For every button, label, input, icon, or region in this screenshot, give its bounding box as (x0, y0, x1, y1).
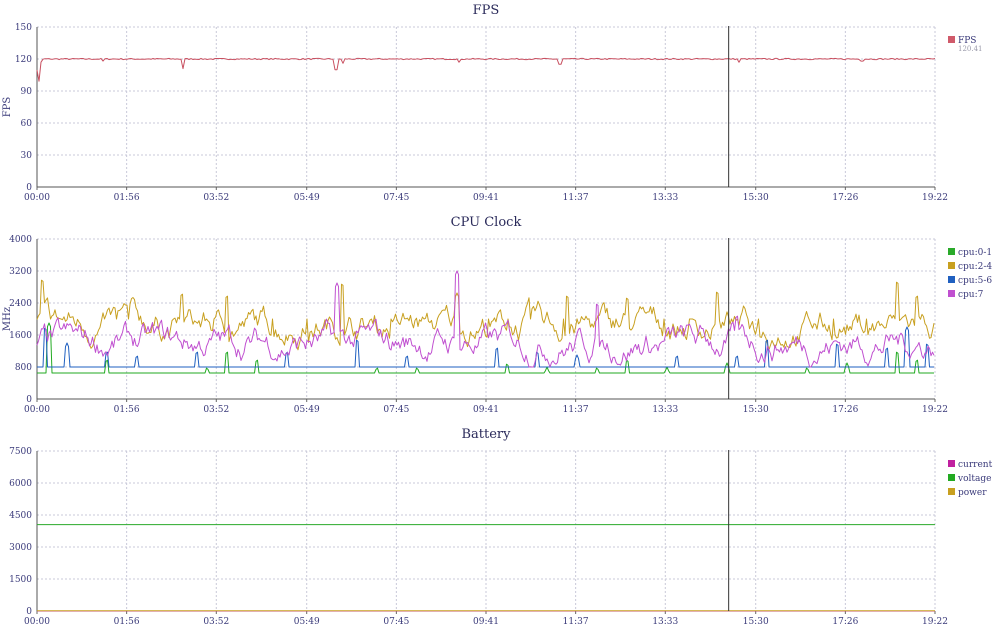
x-tick-label: 19:22 (922, 193, 948, 203)
legend-label: cpu:2-4 (958, 262, 992, 272)
x-tick-label: 07:45 (383, 617, 409, 627)
legend-value: 120.41 (958, 45, 983, 53)
x-tick-label: 00:00 (24, 405, 50, 415)
y-axis-label: FPS (2, 97, 13, 118)
y-tick-label: 60 (21, 119, 33, 129)
chart-fps: FPS 0 30 60 90 120 150 00:00 01:56 03:52 05:49 07:4… (2, 3, 983, 203)
x-tick-label: 19:22 (922, 617, 948, 627)
x-tick-label: 07:45 (383, 193, 409, 203)
x-tick-label: 03:52 (203, 617, 229, 627)
y-tick-label: 3000 (9, 543, 32, 553)
chart-title: FPS (473, 3, 500, 18)
y-tick-label: 7500 (9, 447, 32, 457)
legend-swatch (948, 248, 955, 255)
legend-label: FPS (958, 36, 976, 46)
x-tick-label: 13:33 (652, 405, 678, 415)
legend-label: current (958, 460, 993, 470)
y-tick-label: 1500 (9, 575, 32, 585)
x-tick-label: 05:49 (294, 405, 320, 415)
series-line-cpu-5-6 (37, 326, 934, 368)
y-tick-label: 0 (26, 183, 32, 193)
y-axis-label: MHz (2, 307, 13, 331)
y-tick-label: 30 (21, 151, 33, 161)
x-tick-label: 11:37 (563, 617, 589, 627)
series-line-cpu-7 (36, 270, 935, 368)
legend-swatch (948, 474, 955, 481)
x-tick-label: 13:33 (652, 193, 678, 203)
y-tick-label: 4000 (9, 235, 32, 245)
x-tick-label: 15:30 (743, 405, 769, 415)
legend-swatch (948, 262, 955, 269)
x-tick-label: 01:56 (114, 193, 140, 203)
y-tick-label: 150 (15, 23, 32, 33)
legend-label: cpu:5-6 (958, 276, 992, 286)
x-tick-label: 15:30 (743, 193, 769, 203)
legend-swatch (948, 276, 955, 283)
x-tick-label: 11:37 (563, 193, 589, 203)
legend-swatch (948, 460, 955, 467)
chart-battery: Battery 0 1500 3000 4500 6000 7500 00:00 01:56 03… (9, 427, 992, 627)
x-tick-label: 09:41 (473, 193, 499, 203)
x-tick-label: 07:45 (383, 405, 409, 415)
y-tick-label: 0 (26, 395, 32, 405)
series-line-cpu-0-1 (37, 322, 934, 374)
chart-title: Battery (461, 427, 511, 442)
x-tick-label: 09:41 (473, 405, 499, 415)
x-tick-label: 17:26 (832, 193, 858, 203)
x-tick-label: 17:26 (832, 617, 858, 627)
x-tick-label: 09:41 (473, 617, 499, 627)
legend-swatch (948, 290, 955, 297)
y-tick-label: 2400 (9, 299, 32, 309)
x-tick-label: 19:22 (922, 405, 948, 415)
y-tick-label: 1600 (9, 331, 32, 341)
chart-title: CPU Clock (451, 215, 522, 230)
legend-label: voltage (957, 474, 991, 484)
x-tick-label: 00:00 (24, 193, 50, 203)
series-line-cpu-2-4 (36, 279, 935, 351)
x-tick-label: 05:49 (294, 617, 320, 627)
x-tick-label: 13:33 (652, 617, 678, 627)
legend-label: cpu:0-1 (958, 248, 992, 258)
x-tick-label: 03:52 (203, 405, 229, 415)
x-tick-label: 01:56 (114, 617, 140, 627)
y-tick-label: 6000 (9, 479, 32, 489)
legend-label: power (958, 488, 987, 498)
y-tick-label: 3200 (9, 267, 32, 277)
legend-swatch (948, 36, 955, 43)
chart-cpu-clock: CPU Clock 0 800 1600 2400 3200 4000 00:00 01:56 0… (2, 215, 992, 415)
x-tick-label: 03:52 (203, 193, 229, 203)
legend-swatch (948, 488, 955, 495)
x-tick-label: 05:49 (294, 193, 320, 203)
y-tick-label: 90 (21, 87, 33, 97)
x-tick-label: 15:30 (743, 617, 769, 627)
series-line-fps (36, 57, 936, 82)
y-tick-label: 120 (15, 55, 32, 65)
x-tick-label: 17:26 (832, 405, 858, 415)
y-tick-label: 0 (26, 607, 32, 617)
x-tick-label: 11:37 (563, 405, 589, 415)
x-tick-label: 00:00 (24, 617, 50, 627)
legend-label: cpu:7 (958, 290, 984, 300)
y-tick-label: 4500 (9, 511, 32, 521)
x-tick-label: 01:56 (114, 405, 140, 415)
y-tick-label: 800 (15, 363, 32, 373)
